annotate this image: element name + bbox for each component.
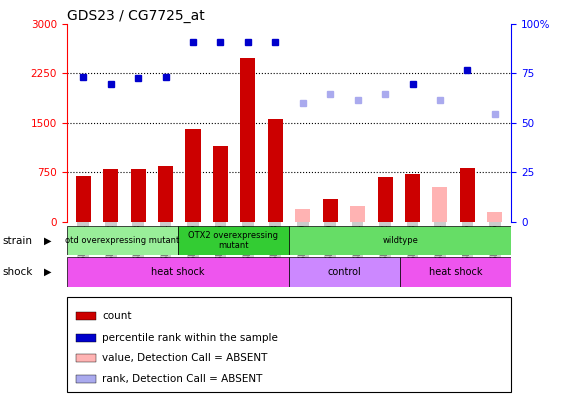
Bar — [460, 168, 475, 222]
Bar — [76, 312, 96, 320]
Bar — [289, 226, 511, 255]
Bar — [322, 199, 338, 222]
Bar — [76, 354, 96, 362]
Text: heat shock: heat shock — [151, 267, 205, 277]
Bar — [178, 226, 289, 255]
Bar — [432, 187, 447, 222]
Bar — [185, 129, 200, 222]
Bar — [213, 146, 228, 222]
Bar — [76, 175, 91, 222]
Text: rank, Detection Call = ABSENT: rank, Detection Call = ABSENT — [102, 374, 263, 384]
Bar — [289, 257, 400, 287]
Bar — [103, 169, 119, 222]
Bar — [67, 226, 178, 255]
Text: control: control — [328, 267, 361, 277]
Bar — [378, 177, 393, 222]
Text: count: count — [102, 311, 132, 321]
Text: heat shock: heat shock — [429, 267, 482, 277]
Bar — [76, 375, 96, 383]
Text: ▶: ▶ — [44, 267, 51, 277]
Text: wildtype: wildtype — [382, 236, 418, 245]
Text: ▶: ▶ — [44, 236, 51, 246]
Bar — [76, 334, 96, 342]
Text: value, Detection Call = ABSENT: value, Detection Call = ABSENT — [102, 353, 268, 363]
Bar — [67, 257, 289, 287]
Bar — [405, 174, 420, 222]
Bar — [350, 206, 365, 222]
Bar — [487, 212, 503, 222]
Text: shock: shock — [3, 267, 33, 277]
Text: OTX2 overexpressing
mutant: OTX2 overexpressing mutant — [188, 231, 278, 250]
Bar — [295, 209, 310, 222]
Bar — [400, 257, 511, 287]
Bar — [241, 58, 256, 222]
Text: GDS23 / CG7725_at: GDS23 / CG7725_at — [67, 9, 205, 23]
Bar — [268, 119, 283, 222]
Text: otd overexpressing mutant: otd overexpressing mutant — [65, 236, 180, 245]
Text: percentile rank within the sample: percentile rank within the sample — [102, 333, 278, 343]
Bar — [158, 166, 173, 222]
Text: strain: strain — [3, 236, 33, 246]
Bar — [131, 169, 146, 222]
